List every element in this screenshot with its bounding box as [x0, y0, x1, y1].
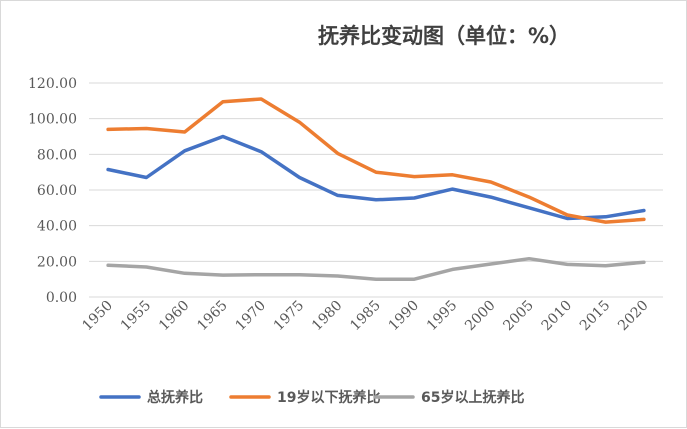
legend: 总抚养比 19岁以下抚养比 65岁以上抚养比	[99, 389, 524, 406]
x-tick-label: 1955	[118, 298, 155, 335]
x-tick-label: 1975	[271, 298, 308, 335]
x-tick-label: 1995	[424, 298, 461, 335]
series-line-3	[106, 256, 646, 281]
series-lines	[106, 97, 646, 281]
y-tick-label: 20.00	[37, 254, 77, 270]
y-tick-label: 80.00	[37, 147, 77, 163]
gridlines	[89, 82, 663, 298]
x-tick-label: 1990	[386, 298, 423, 335]
x-tick-label: 1985	[347, 298, 384, 335]
y-tick-label: 100.00	[28, 112, 77, 128]
chart-title: 抚养比变动图（单位：%）	[318, 24, 570, 48]
x-axis-ticks: 1950 1955 1960 1965 1970 1975 1980 1985 1990 1995…	[79, 298, 651, 335]
series-line-1	[106, 134, 646, 221]
y-tick-label: 0.00	[46, 290, 77, 306]
x-tick-label: 1965	[194, 298, 231, 335]
legend-label: 65岁以上抚养比	[421, 389, 524, 406]
legend-label: 总抚养比	[147, 389, 203, 406]
x-tick-label: 2005	[500, 298, 537, 335]
x-tick-label: 1980	[309, 298, 346, 335]
legend-label: 19岁以下抚养比	[277, 389, 380, 406]
x-tick-label: 1960	[156, 298, 193, 335]
x-tick-label: 1970	[233, 298, 270, 335]
y-tick-label: 120.00	[28, 76, 77, 92]
x-tick-label: 2015	[577, 298, 614, 335]
x-tick-label: 2020	[615, 298, 652, 335]
y-tick-label: 60.00	[37, 183, 77, 199]
x-tick-label: 2000	[462, 298, 499, 335]
series-line-2	[106, 97, 646, 224]
x-tick-label: 1950	[79, 298, 116, 335]
y-tick-label: 40.00	[37, 219, 77, 235]
x-tick-label: 2010	[539, 298, 576, 335]
y-axis-ticks: 0.00 20.00 40.00 60.00 80.00 100.00 120.00	[28, 76, 77, 306]
